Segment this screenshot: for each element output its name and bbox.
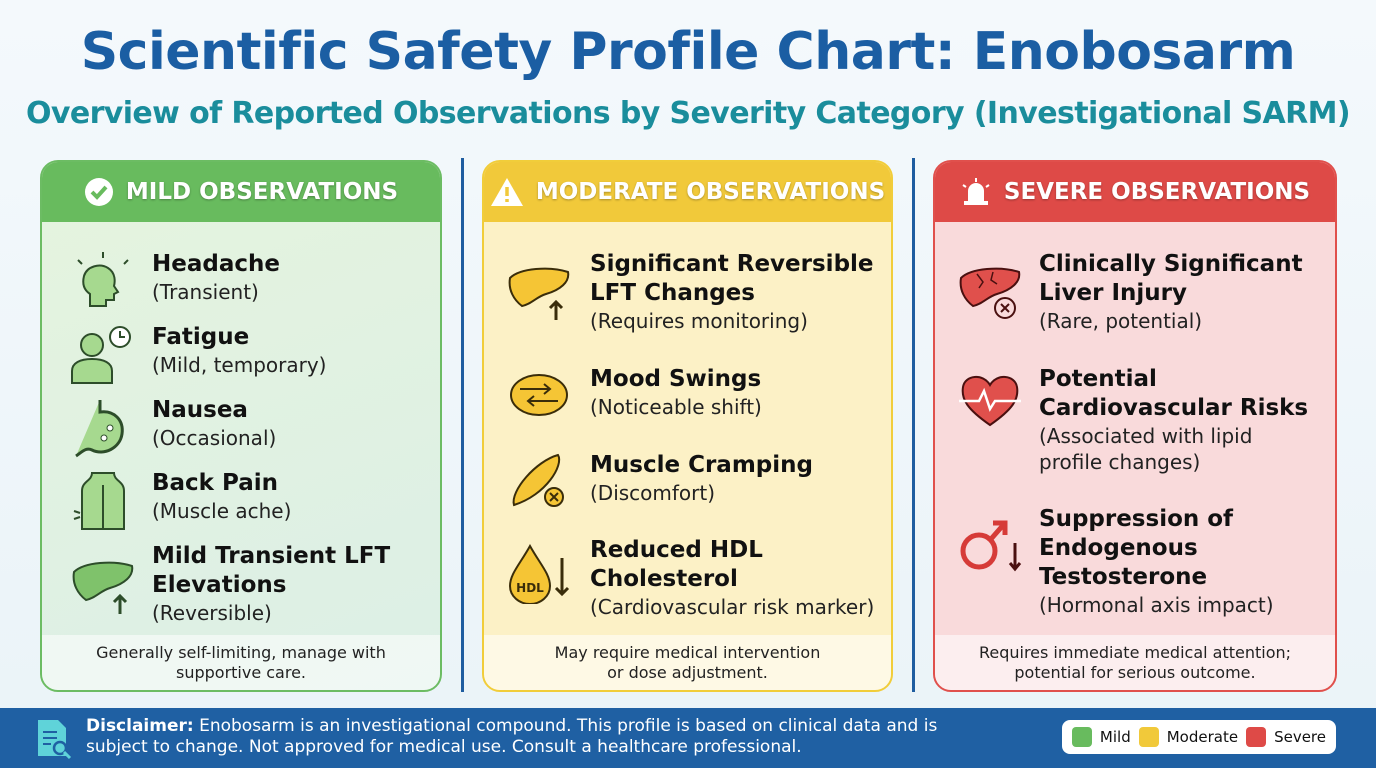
item-subtitle: (Mild, temporary) (152, 353, 327, 377)
brain-arrows-icon (510, 374, 568, 416)
back-icon (73, 472, 125, 530)
severe-panel: SEVERE OBSERVATIONS Clinically Significa… (933, 160, 1337, 692)
item-title: Headache (152, 251, 280, 277)
item-title: Mild Transient LFT Elevations (152, 543, 391, 598)
item-title: Clinically Significant Liver Injury (1039, 251, 1303, 306)
disclaimer-body: Enobosarm is an investigational compound… (86, 716, 938, 757)
disclaimer-text: Disclaimer: Enobosarm is an investigatio… (86, 716, 966, 758)
item-subtitle: (Rare, potential) (1039, 309, 1203, 333)
item-subtitle: (Noticeable shift) (590, 395, 762, 419)
item-title: Fatigue (152, 324, 250, 350)
page-title: Scientific Safety Profile Chart: Enobosa… (80, 22, 1296, 82)
item-subtitle: (Cardiovascular risk marker) (590, 595, 875, 619)
muscle-icon (512, 453, 564, 507)
item-title: Suppression of Endogenous Testosterone (1039, 506, 1234, 590)
moderate-header: MODERATE OBSERVATIONS (484, 162, 891, 222)
moderate-header-label: MODERATE OBSERVATIONS (535, 179, 886, 205)
hdl-drop-icon: HDL (508, 544, 570, 604)
item-title: Significant Reversible LFT Changes (590, 251, 874, 306)
item-subtitle: (Reversible) (152, 601, 272, 625)
alarm-icon (962, 178, 990, 205)
liver-up-icon (508, 267, 570, 320)
heart-pulse-icon (959, 376, 1021, 427)
item-title: Muscle Cramping (590, 452, 813, 478)
item-subtitle: (Associated with lipid profile changes) (1039, 424, 1253, 474)
legend-label: Mild (1099, 728, 1131, 746)
item-title: Back Pain (152, 470, 279, 496)
hdl-label: HDL (516, 581, 544, 595)
mild-panel: MILD OBSERVATIONS Headache (Transient) Fa… (40, 160, 442, 692)
severe-footer: Requires immediate medical attention; po… (935, 635, 1335, 690)
disclaimer-bar: Disclaimer: Enobosarm is an investigatio… (0, 708, 1376, 768)
mild-header-label: MILD OBSERVATIONS (125, 179, 399, 205)
moderate-panel: MODERATE OBSERVATIONS Significant Revers… (482, 160, 893, 692)
legend-label: Moderate (1166, 728, 1239, 746)
severe-header-label: SEVERE OBSERVATIONS (1003, 179, 1311, 205)
item-title: Mood Swings (590, 366, 762, 392)
item-title: Nausea (152, 397, 248, 423)
legend: Mild Moderate Severe (1061, 720, 1336, 754)
fatigue-person-clock-icon (71, 326, 131, 384)
item-subtitle: (Requires monitoring) (590, 309, 808, 333)
mild-header: MILD OBSERVATIONS (42, 162, 440, 222)
item-subtitle: (Occasional) (152, 426, 277, 450)
male-symbol-down-icon (960, 520, 1022, 572)
warning-icon (490, 178, 523, 206)
legend-swatch-severe (1246, 727, 1267, 747)
moderate-footer: May require medical intervention or dose… (484, 635, 891, 690)
divider (461, 158, 464, 692)
stomach-icon (75, 400, 124, 458)
legend-swatch-mild (1071, 727, 1092, 747)
item-subtitle: (Transient) (152, 280, 259, 304)
mild-footer: Generally self-limiting, manage with sup… (42, 635, 440, 690)
page-subtitle: Overview of Reported Observations by Sev… (25, 96, 1351, 131)
item-title: Reduced HDL Cholesterol (590, 537, 763, 592)
legend-label: Severe (1274, 728, 1326, 746)
document-search-icon (38, 720, 72, 760)
divider (912, 158, 915, 692)
item-subtitle: (Discomfort) (590, 481, 716, 505)
disclaimer-label: Disclaimer: (86, 716, 194, 736)
liver-up-icon (72, 561, 134, 614)
item-title: Potential Cardiovascular Risks (1039, 366, 1309, 421)
legend-swatch-moderate (1138, 727, 1159, 747)
damaged-liver-icon (959, 267, 1021, 319)
headache-icon (77, 252, 129, 307)
item-subtitle: (Muscle ache) (152, 499, 292, 523)
item-subtitle: (Hormonal axis impact) (1039, 593, 1274, 617)
severe-header: SEVERE OBSERVATIONS (935, 162, 1335, 222)
check-circle-icon (84, 178, 113, 206)
